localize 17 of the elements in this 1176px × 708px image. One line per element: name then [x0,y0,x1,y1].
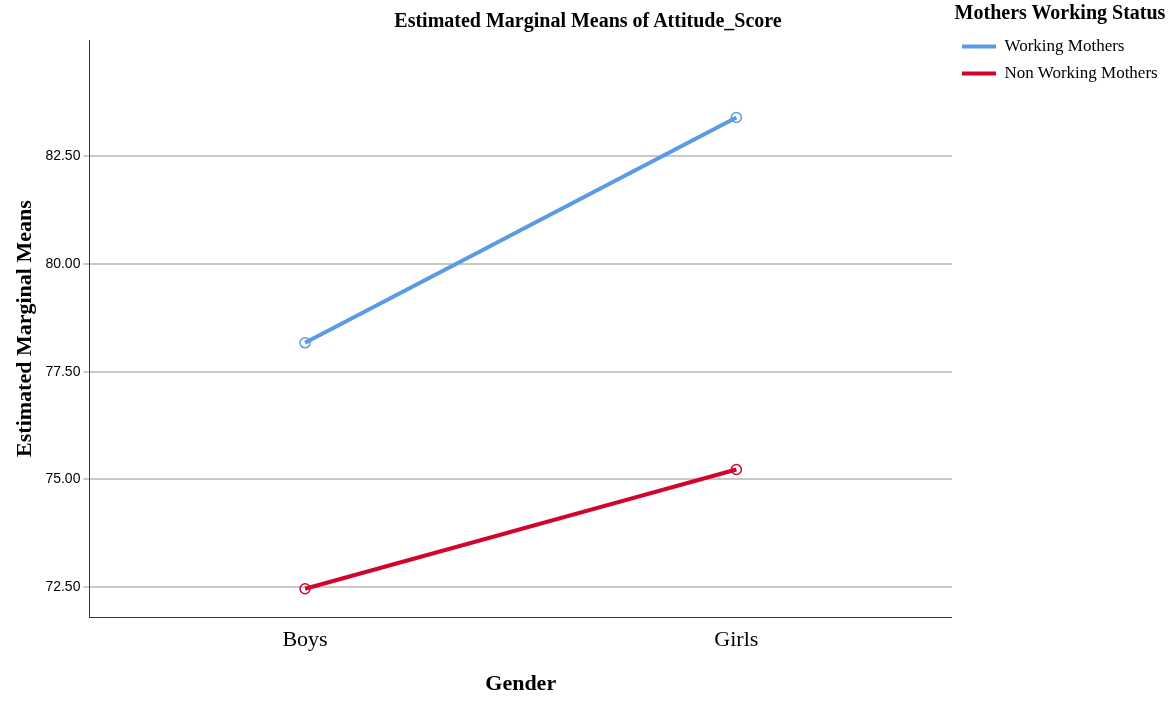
y-tick-label: 77.50 [45,362,81,379]
chart-title: Estimated Marginal Means of Attitude_Score [394,9,782,33]
x-tick-label: Boys [282,626,328,652]
legend-title: Mothers Working Status [954,1,1166,25]
x-axis-title: Gender [485,670,557,696]
y-tick-label: 75.00 [45,470,81,487]
y-tick-label: 72.50 [45,577,81,594]
point [299,583,311,595]
y-tick-label: 82.50 [45,147,81,164]
point [730,111,743,124]
x-tick-label: Girls [714,626,759,652]
y-axis-title: Estimated Marginal Means [10,199,36,457]
legend-label: Non Working Mothers [1004,62,1158,82]
point [299,337,311,349]
legend-label: Working Mothers [1004,35,1125,55]
y-tick-label: 80.00 [45,254,81,271]
point [730,463,743,476]
